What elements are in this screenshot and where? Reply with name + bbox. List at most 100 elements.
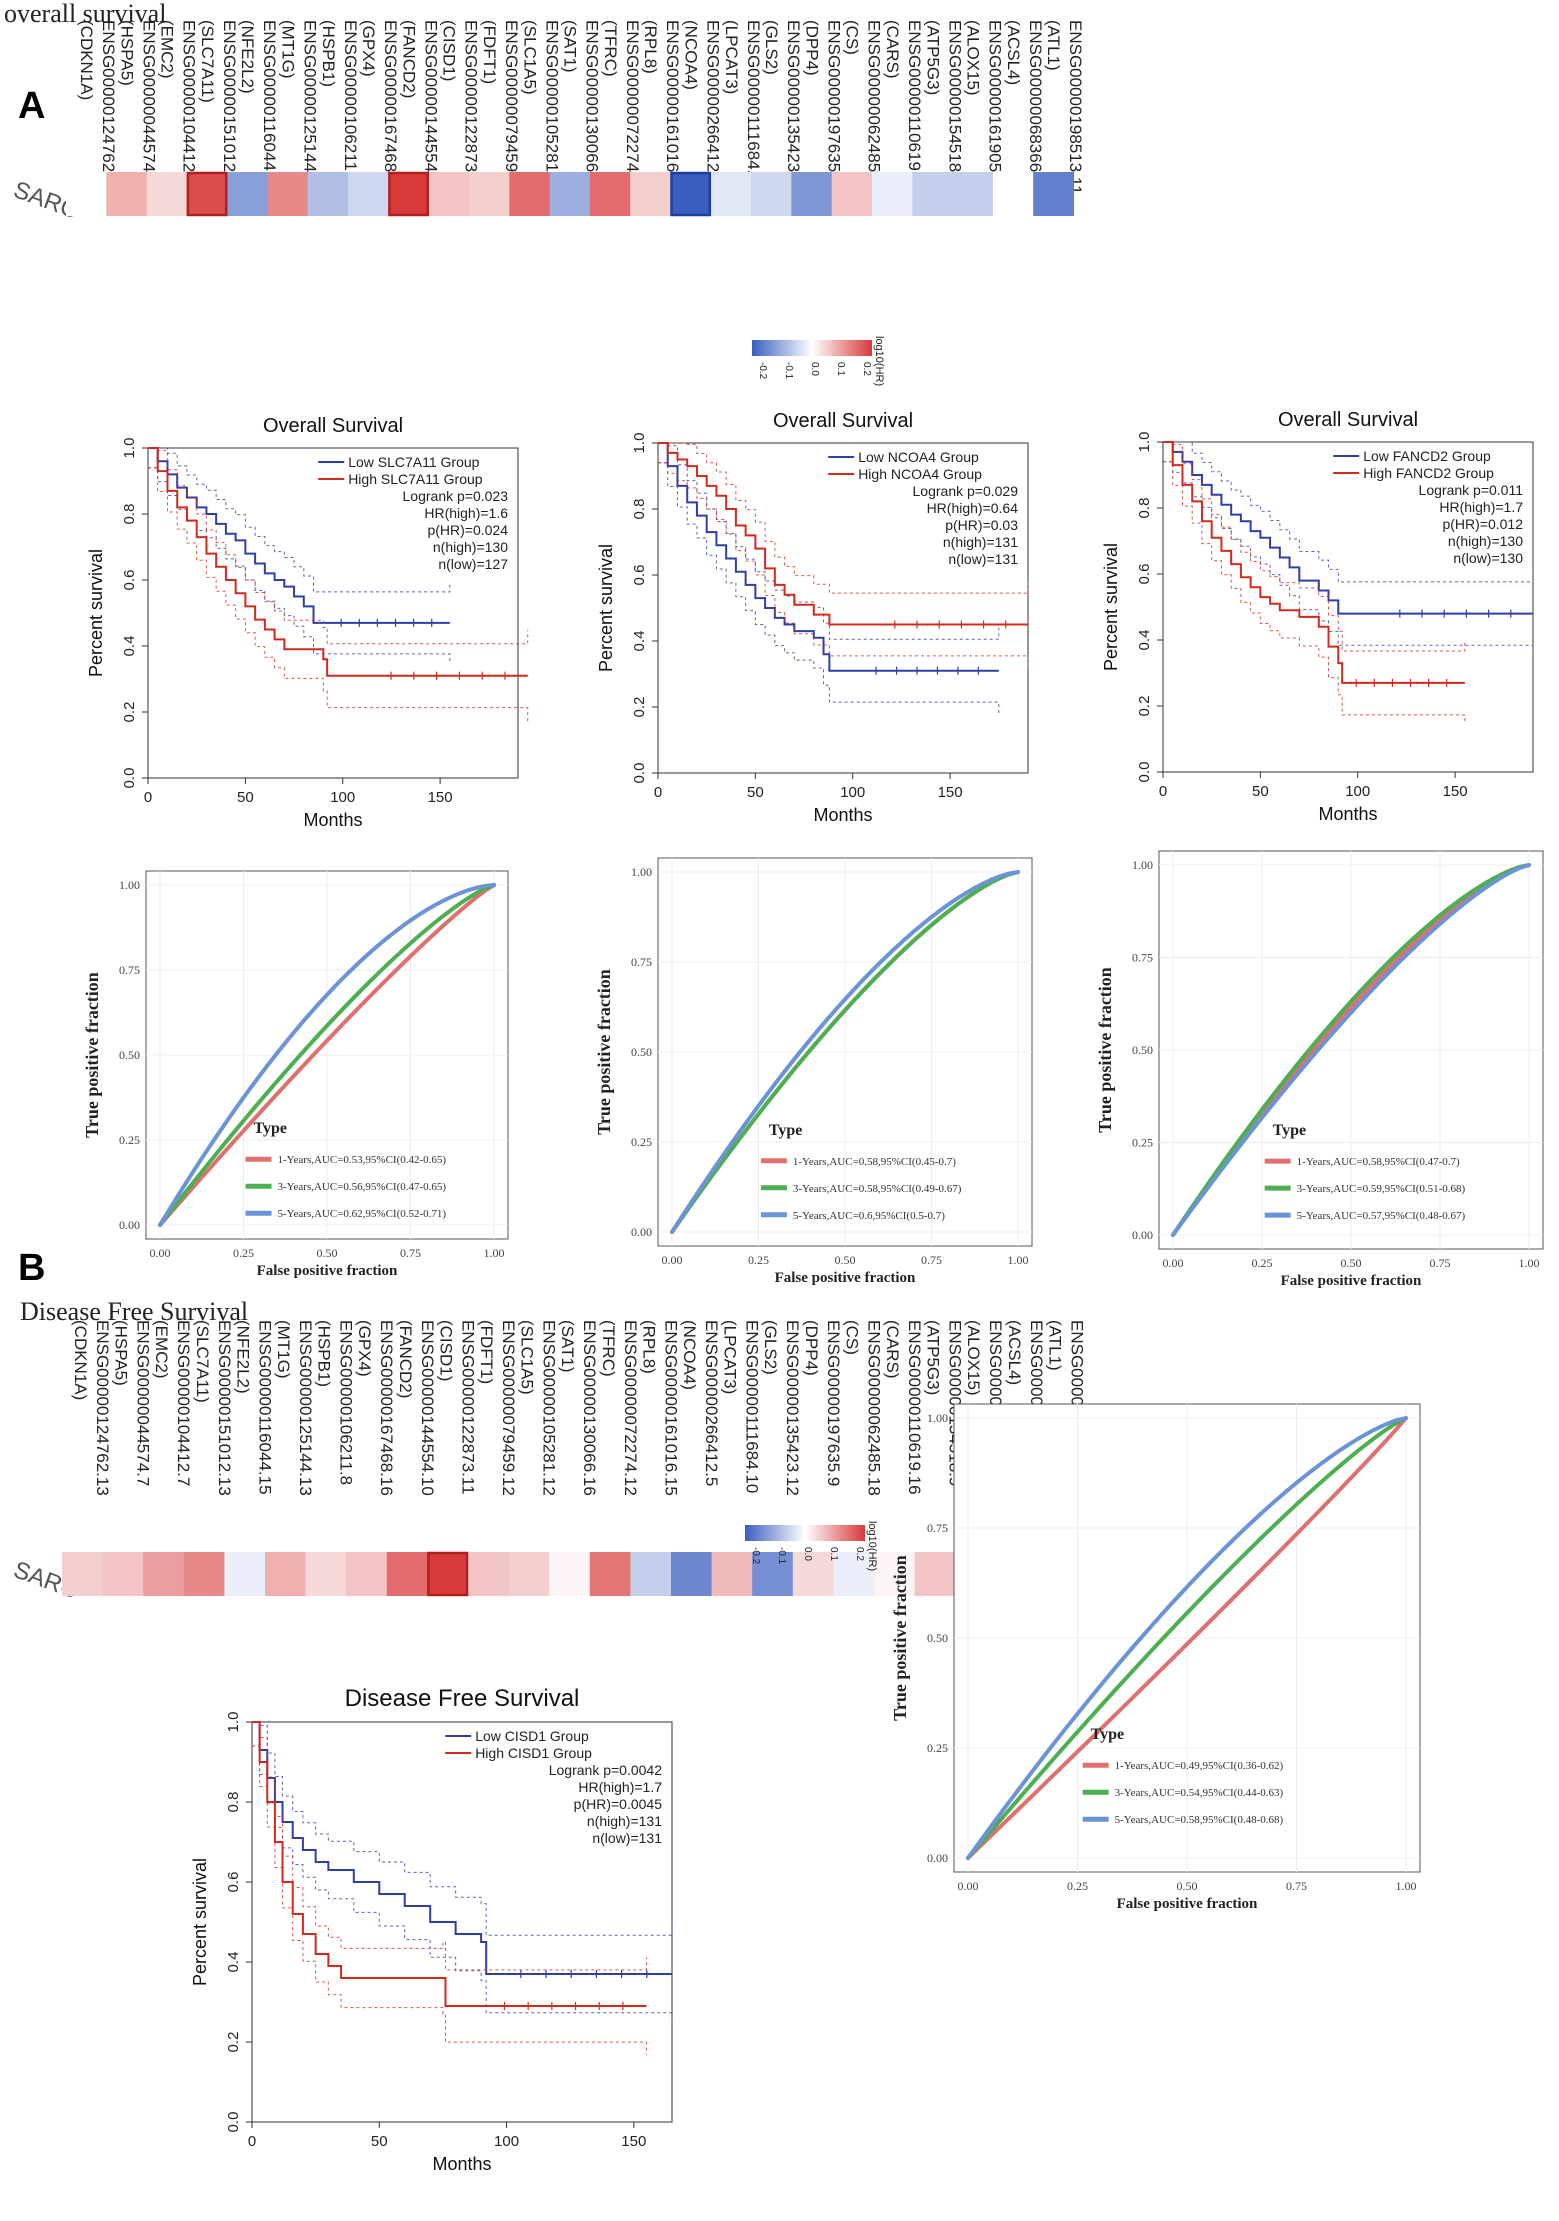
os-gene-id-7: ENSG00000167468.16 <box>381 20 400 196</box>
dfs-gene-symbol-22: (ALOX15) <box>964 1320 983 1396</box>
km-slc7a11-xlabel: Months <box>303 810 362 830</box>
dfs-legend-tick-4: 0.2 <box>854 1547 865 1561</box>
km-cisd1-ytick-label-4: 0.8 <box>225 1792 242 1813</box>
dfs-gene-id-0: ENSG00000124762.13 <box>93 1320 112 1496</box>
os-gene-id-20: ENSG00000110619.16 <box>905 20 924 195</box>
dfs-gene-id-7: ENSG00000167468.16 <box>377 1320 396 1496</box>
roc-ncoa4-ytick-label-3: 0.75 <box>631 955 652 969</box>
dfs-gene-symbol-17: (GLS2) <box>761 1320 780 1375</box>
dfs-legend-tick-3: 0.1 <box>828 1547 839 1561</box>
km-slc7a11-ci-upper-0 <box>148 447 451 593</box>
dfs-heat-cell-16 <box>711 1552 753 1596</box>
roc-fancd2-legend-label-2: 5-Years,AUC=0.57,95%CI(0.48-0.67) <box>1297 1210 1466 1222</box>
km-ncoa4-ytick-label-4: 0.8 <box>631 499 648 520</box>
os-gene-symbol-8: (FANCD2) <box>399 20 418 98</box>
roc-cisd1-ytick-label-3: 0.75 <box>927 1521 948 1535</box>
os-heat-cell-0 <box>66 172 107 216</box>
dfs-heat-cell-6 <box>305 1552 347 1596</box>
heading-a: overall survival <box>4 0 166 28</box>
km-cisd1-xtick-label-0: 0 <box>248 2133 256 2150</box>
dfs-gene-id-2: ENSG00000104412.7 <box>174 1320 193 1486</box>
os-gene-id-24: ENSG00000198513.11 <box>1066 20 1085 195</box>
roc-fancd2-xtick-label-3: 0.75 <box>1430 1256 1451 1270</box>
dfs-heat-cell-18 <box>792 1552 834 1596</box>
km-ncoa4-xlabel: Months <box>813 805 872 825</box>
km-cisd1-stat-0: Logrank p=0.0042 <box>549 1762 662 1778</box>
roc-fancd2-legend-title: Type <box>1273 1122 1306 1139</box>
roc-slc7a11-ytick-label-4: 1.00 <box>119 878 140 892</box>
km-slc7a11-stat-3: n(high)=130 <box>433 539 508 555</box>
km-fancd2-legend-label-0: Low FANCD2 Group <box>1363 448 1491 464</box>
os-gene-id-6: ENSG00000106211.8 <box>341 20 360 185</box>
roc-ncoa4-ytick-label-1: 0.25 <box>631 1135 652 1149</box>
km-ncoa4-stat-2: p(HR)=0.03 <box>945 517 1018 533</box>
km-cisd1-ytick-label-3: 0.6 <box>225 1872 242 1893</box>
km-ncoa4-ci-lower-0 <box>658 462 1000 714</box>
roc-cisd1-xtick-label-3: 0.75 <box>1286 1879 1307 1893</box>
km-fancd2-ytick-label-3: 0.6 <box>1136 564 1153 585</box>
os-gene-symbol-4: (NFE2L2) <box>238 20 257 94</box>
os-heat-cell-15 <box>670 172 712 216</box>
km-slc7a11-stat-1: HR(high)=1.6 <box>424 505 508 521</box>
os-heat-cell-13 <box>589 172 631 216</box>
os-gene-symbol-6: (HSPB1) <box>319 20 338 87</box>
km-ncoa4-ci-lower-1 <box>658 462 1029 670</box>
roc-ncoa4-xtick-label-2: 0.50 <box>835 1253 856 1267</box>
km-fancd2-legend-label-1: High FANCD2 Group <box>1363 465 1494 481</box>
dfs-heat-cell-20 <box>874 1552 916 1596</box>
dfs-gene-symbol-0: (CDKN1A) <box>71 1320 90 1400</box>
dfs-legend-title: log10(HR) <box>866 1521 878 1571</box>
dfs-gene-id-11: ENSG00000105281.12 <box>540 1320 559 1496</box>
os-gene-symbol-7: (GPX4) <box>359 20 378 77</box>
os-gene-id-21: ENSG00000154518.9 <box>945 20 964 186</box>
roc-fancd2-ytick-label-2: 0.50 <box>1132 1043 1153 1057</box>
os-gene-symbol-16: (LPCAT3) <box>722 20 741 94</box>
km-fancd2-ytick-label-4: 0.8 <box>1136 498 1153 519</box>
roc-slc7a11-xtick-label-4: 1.00 <box>484 1246 505 1260</box>
dfs-heat-cell-7 <box>346 1552 388 1596</box>
os-legend-tick-3: 0.1 <box>835 362 846 376</box>
dfs-heat-cell-17 <box>752 1552 794 1596</box>
os-gene-symbol-17: (GLS2) <box>762 20 781 75</box>
km-ncoa4-ytick-label-2: 0.4 <box>631 631 648 652</box>
km-cisd1-stat-3: n(high)=131 <box>587 1813 662 1829</box>
km-slc7a11-legend-label-0: Low SLC7A11 Group <box>348 454 479 470</box>
dfs-heat-cell-8 <box>386 1552 428 1596</box>
os-gene-id-16: ENSG00000111684.10 <box>744 20 763 193</box>
os-gene-symbol-18: (DPP4) <box>802 20 821 76</box>
km-cisd1-ci-lower-0 <box>252 1745 673 2025</box>
km-cisd1-ytick-label-2: 0.4 <box>225 1952 242 1973</box>
os-gene-symbol-13: (TFRC) <box>601 20 620 77</box>
km-slc7a11-ytick-label-3: 0.6 <box>121 570 138 591</box>
dfs-gene-symbol-4: (NFE2L2) <box>233 1320 252 1394</box>
dfs-heat-cell-19 <box>833 1552 875 1596</box>
roc-ncoa4-legend-title: Type <box>769 1122 802 1139</box>
km-fancd2-stat-0: Logrank p=0.011 <box>1419 482 1524 498</box>
km-ncoa4-stat-1: HR(high)=0.64 <box>927 500 1019 516</box>
roc-cisd1-ytick-label-0: 0.00 <box>927 1851 948 1865</box>
km-cisd1-xlabel: Months <box>432 2154 491 2174</box>
os-legend-tick-4: 0.2 <box>861 362 872 376</box>
dfs-gene-symbol-19: (CS) <box>842 1320 861 1355</box>
panel-label-a: A <box>18 85 45 127</box>
dfs-heat-cell-12 <box>549 1552 591 1596</box>
km-slc7a11-xtick-label-2: 100 <box>330 789 355 806</box>
roc-fancd2-ytick-label-4: 1.00 <box>1132 858 1153 872</box>
km-ncoa4-xtick-label-2: 100 <box>840 784 865 801</box>
dfs-gene-id-1: ENSG00000044574.7 <box>134 1320 153 1486</box>
os-legend-tick-1: -0.1 <box>783 362 794 380</box>
os-gene-symbol-14: (RPL8) <box>641 20 660 74</box>
dfs-legend-colorbar <box>745 1525 865 1541</box>
dfs-gene-id-15: ENSG00000266412.5 <box>702 1320 721 1486</box>
dfs-gene-symbol-24: (ATL1) <box>1045 1320 1064 1371</box>
os-gene-id-22: ENSG00000161905.12 <box>986 20 1005 196</box>
dfs-gene-symbol-7: (GPX4) <box>355 1320 374 1377</box>
dfs-gene-id-4: ENSG00000116044.15 <box>255 1320 274 1495</box>
os-legend-title: log10(HR) <box>873 336 885 386</box>
dfs-gene-symbol-1: (HSPA5) <box>112 1320 131 1386</box>
dfs-gene-symbol-11: (SLC1A5) <box>518 1320 537 1395</box>
roc-ncoa4-legend-label-1: 3-Years,AUC=0.58,95%CI(0.49-0.67) <box>793 1183 962 1195</box>
roc-slc7a11-xtick-label-3: 0.75 <box>400 1246 421 1260</box>
os-heat-cell-2 <box>146 172 188 216</box>
km-cisd1-xtick-label-3: 150 <box>621 2133 646 2150</box>
